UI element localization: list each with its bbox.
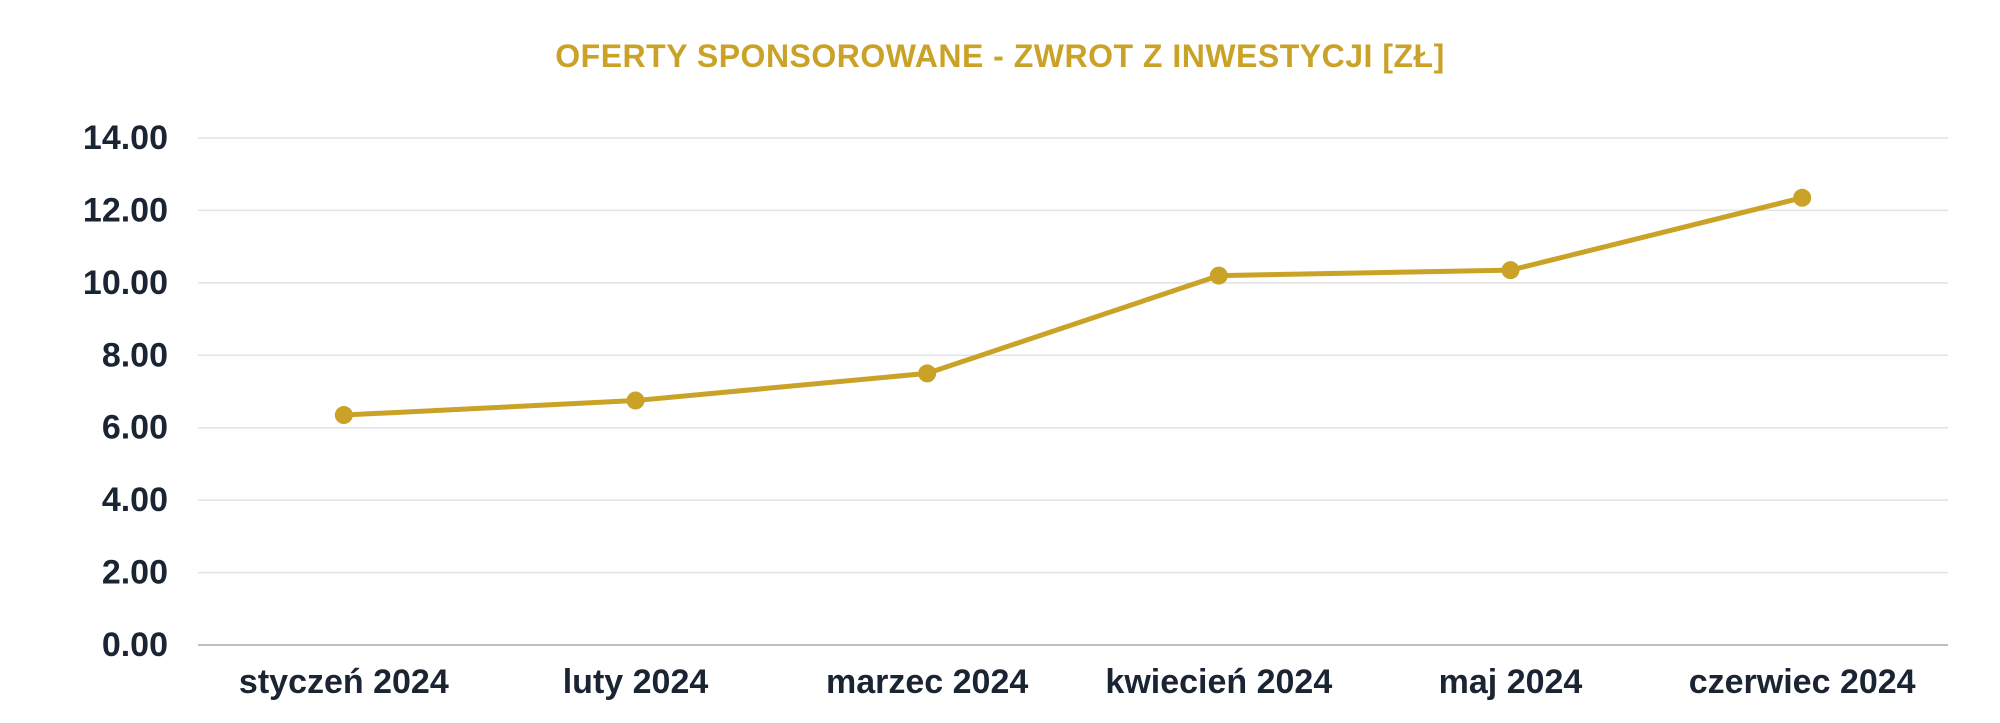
y-tick-label: 6.00: [102, 409, 168, 447]
y-tick-label: 10.00: [83, 264, 168, 302]
chart-title: OFERTY SPONSOROWANE - ZWROT Z INWESTYCJI…: [555, 38, 1445, 74]
y-tick-label: 4.00: [102, 481, 168, 519]
x-tick-labels: styczeń 2024 luty 2024 marzec 2024 kwiecień…: [239, 663, 1916, 701]
data-point: [626, 391, 645, 410]
series-line: [341, 195, 1805, 418]
x-tick-label: czerwiec 2024: [1689, 663, 1916, 701]
series-layer: [334, 188, 1812, 425]
x-tick-label: kwiecień 2024: [1105, 663, 1332, 701]
grid-layer: [198, 137, 1948, 646]
x-tick-label: luty 2024: [563, 663, 709, 701]
y-tick-labels: 0.00 2.00 4.00 6.00 8.00 10.00 12.00 14.00: [83, 119, 168, 664]
y-tick-label: 8.00: [102, 336, 168, 374]
data-point: [918, 364, 937, 383]
y-tick-label: 2.00: [102, 554, 168, 592]
x-tick-label: maj 2024: [1439, 663, 1583, 701]
x-tick-label: styczeń 2024: [239, 663, 449, 701]
y-tick-label: 0.00: [102, 626, 168, 664]
data-point: [1209, 266, 1228, 285]
data-point: [1501, 261, 1520, 280]
y-tick-label: 14.00: [83, 119, 168, 157]
data-point: [1793, 188, 1812, 207]
data-point: [334, 406, 353, 425]
x-tick-label: marzec 2024: [826, 663, 1028, 701]
y-tick-label: 12.00: [83, 191, 168, 229]
